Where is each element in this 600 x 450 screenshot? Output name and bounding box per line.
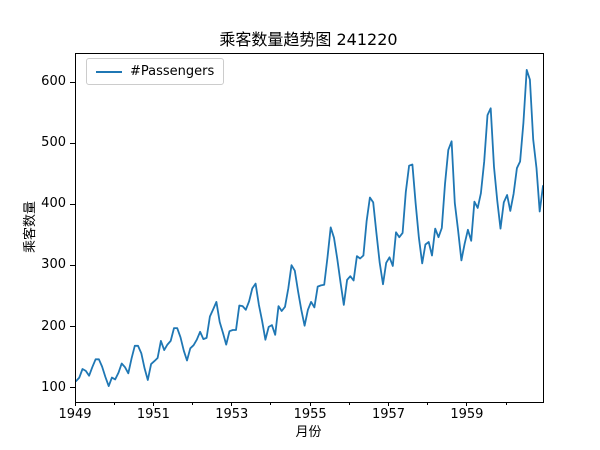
y-tick-mark: [70, 142, 75, 144]
x-minor-tick-mark: [113, 402, 115, 405]
y-tick-label: 500: [41, 135, 66, 151]
plot-area: #Passengers: [75, 53, 544, 403]
x-minor-tick-mark: [505, 402, 507, 405]
x-minor-tick-mark: [348, 402, 350, 405]
x-tick-label: 1959: [450, 407, 484, 422]
x-minor-tick-mark: [270, 402, 272, 405]
y-tick-label: 300: [41, 257, 66, 273]
legend-line-sample: [96, 70, 122, 73]
y-tick-mark: [70, 326, 75, 328]
y-tick-mark: [70, 387, 75, 389]
y-tick-label: 400: [41, 196, 66, 212]
legend-box: #Passengers: [86, 58, 225, 85]
x-tick-mark: [309, 402, 311, 406]
x-tick-mark: [152, 402, 154, 406]
x-tick-mark: [74, 402, 76, 406]
y-tick-label: 600: [41, 74, 66, 90]
y-tick-label: 200: [41, 318, 66, 334]
y-tick-mark: [70, 81, 75, 83]
x-tick-label: 1955: [293, 407, 327, 422]
y-tick-mark: [70, 264, 75, 266]
x-axis-label: 月份: [295, 425, 322, 440]
x-tick-label: 1957: [371, 407, 406, 422]
x-tick-label: 1949: [58, 407, 92, 422]
legend-label: #Passengers: [130, 64, 215, 79]
x-tick-mark: [231, 402, 233, 406]
y-tick-mark: [70, 203, 75, 205]
line-series: [76, 68, 543, 388]
x-tick-mark: [466, 402, 468, 406]
y-tick-label: 100: [41, 379, 66, 395]
x-tick-label: 1953: [215, 407, 249, 422]
x-minor-tick-mark: [427, 402, 429, 405]
chart-title: 乘客数量趋势图 241220: [219, 30, 398, 49]
x-tick-label: 1951: [136, 407, 170, 422]
x-tick-mark: [388, 402, 389, 406]
x-minor-tick-mark: [192, 402, 194, 405]
